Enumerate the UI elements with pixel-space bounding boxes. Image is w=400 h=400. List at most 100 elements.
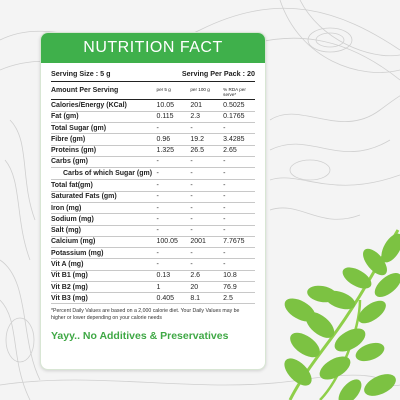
table-row: Carbs of which Sugar (gm) - - -	[51, 167, 255, 181]
value-per-100g: -	[188, 247, 222, 260]
nutrient-label: Sodium (mg)	[51, 213, 155, 226]
slogan: Yayy.. No Additives & Preservatives	[51, 330, 229, 343]
nutrient-label: Salt (mg)	[51, 225, 155, 237]
col-header-per-100g: per 100 g	[188, 85, 222, 101]
nutrition-card: NUTRITION FACT Serving Size : 5 g Servin…	[40, 32, 266, 370]
nutrient-label: Saturated Fats (gm)	[51, 191, 155, 203]
value-rda: -	[221, 156, 255, 169]
nutrient-label: Vit A (mg)	[51, 258, 155, 271]
value-rda: -	[221, 191, 255, 203]
value-per-serving: -	[154, 213, 189, 226]
nutrient-label: Carbs (gm)	[51, 156, 155, 169]
nutrient-label: Iron (mg)	[51, 202, 155, 215]
value-per-serving: -	[154, 122, 189, 135]
value-per-100g: -	[188, 225, 222, 237]
serving-per-pack: Serving Per Pack : 20	[181, 69, 255, 78]
nutrient-label: Vit B2 (mg)	[51, 281, 155, 294]
value-rda: 7.7675	[221, 236, 255, 249]
nutrient-label: Vit B3 (mg)	[51, 292, 155, 305]
value-rda: -	[221, 179, 255, 192]
value-rda: -	[221, 225, 255, 237]
nutrient-label: Fibre (gm)	[51, 133, 155, 146]
value-per-100g: 2.3	[188, 111, 222, 123]
value-rda: 0.1765	[221, 111, 255, 123]
table-header-row: Amount Per Serving per 5 g per 100 g % R…	[51, 85, 255, 101]
table-row: Potassium (mg) - - -	[51, 247, 255, 260]
value-per-serving: -	[154, 191, 189, 203]
value-per-100g: 26.5	[188, 145, 222, 157]
table-row: Salt (mg) - - -	[51, 225, 255, 237]
value-rda: 2.65	[221, 145, 255, 157]
value-per-100g: -	[188, 156, 222, 169]
value-rda: -	[221, 122, 255, 135]
value-per-serving: -	[154, 156, 189, 169]
value-per-100g: -	[188, 202, 222, 215]
table-row: Sodium (mg) - - -	[51, 213, 255, 226]
serving-size: Serving Size : 5 g	[51, 69, 111, 78]
value-per-serving: 100.05	[154, 236, 189, 249]
table-row: Saturated Fats (gm) - - -	[51, 191, 255, 203]
value-per-100g: -	[188, 179, 222, 192]
table-row: Proteins (gm) 1.325 26.5 2.65	[51, 145, 255, 157]
nutrient-label: Vit B1 (mg)	[51, 270, 155, 282]
value-per-serving: -	[154, 247, 189, 260]
table-row: Calcium (mg) 100.05 2001 7.7675	[51, 236, 255, 249]
nutrient-label: Calcium (mg)	[51, 236, 155, 249]
value-rda: -	[221, 213, 255, 226]
value-per-serving: -	[154, 202, 189, 215]
value-per-serving: 10.05	[154, 99, 189, 112]
card-header: NUTRITION FACT	[41, 33, 265, 63]
table-row: Total Sugar (gm) - - -	[51, 122, 255, 135]
footnote: *Percent Daily Values are based on a 2,0…	[51, 308, 240, 322]
value-per-serving: 0.115	[154, 111, 189, 123]
nutrition-title: NUTRITION FACT	[83, 39, 223, 56]
value-per-serving: 0.96	[154, 133, 189, 146]
value-per-100g: -	[188, 167, 222, 181]
nutrient-label: Total fat(gm)	[51, 179, 155, 192]
value-per-serving: 0.13	[154, 270, 189, 282]
table-row: Calories/Energy (KCal) 10.05 201 0.5025	[51, 99, 255, 112]
value-rda: 0.5025	[221, 99, 255, 112]
table-row: Iron (mg) - - -	[51, 202, 255, 215]
table-row: Fibre (gm) 0.96 19.2 3.4285	[51, 133, 255, 146]
value-per-100g: 201	[188, 99, 222, 112]
nutrient-label: Fat (gm)	[51, 111, 155, 123]
value-per-100g: -	[188, 258, 222, 271]
nutrient-label: Proteins (gm)	[51, 145, 155, 157]
table-row: Fat (gm) 0.115 2.3 0.1765	[51, 111, 255, 123]
nutrient-label: Calories/Energy (KCal)	[51, 99, 155, 112]
value-per-serving: -	[154, 179, 189, 192]
table-row: Carbs (gm) - - -	[51, 156, 255, 169]
value-per-100g: 19.2	[188, 133, 222, 146]
table-row: Vit B3 (mg) 0.405 8.1 2.5	[51, 292, 255, 305]
value-rda: -	[221, 247, 255, 260]
divider	[51, 81, 255, 82]
col-header-rda: % RDA per serve*	[221, 85, 255, 101]
value-per-serving: 0.405	[154, 292, 189, 305]
value-per-serving: 1	[154, 281, 189, 294]
value-rda: -	[221, 167, 255, 181]
value-per-100g: 20	[188, 281, 222, 294]
value-rda: 76.9	[221, 281, 255, 294]
col-header-per-serving: per 5 g	[154, 85, 189, 101]
table-row: Vit B1 (mg) 0.13 2.6 10.8	[51, 270, 255, 282]
table-row: Total fat(gm) - - -	[51, 179, 255, 192]
nutrient-label: Carbs of which Sugar (gm)	[51, 167, 155, 181]
value-per-serving: -	[154, 225, 189, 237]
value-per-serving: -	[154, 167, 189, 181]
value-per-100g: -	[188, 213, 222, 226]
table-row: Vit B2 (mg) 1 20 76.9	[51, 281, 255, 294]
value-per-100g: 2.6	[188, 270, 222, 282]
col-header-amount: Amount Per Serving	[51, 85, 155, 101]
nutrition-table: Amount Per Serving per 5 g per 100 g % R…	[51, 85, 255, 305]
serving-row: Serving Size : 5 g Serving Per Pack : 20	[41, 63, 265, 78]
value-rda: 2.5	[221, 292, 255, 305]
value-per-100g: 8.1	[188, 292, 222, 305]
value-per-serving: 1.325	[154, 145, 189, 157]
value-rda: -	[221, 202, 255, 215]
value-per-100g: -	[188, 191, 222, 203]
value-rda: 10.8	[221, 270, 255, 282]
value-per-100g: 2001	[188, 236, 222, 249]
value-per-serving: -	[154, 258, 189, 271]
